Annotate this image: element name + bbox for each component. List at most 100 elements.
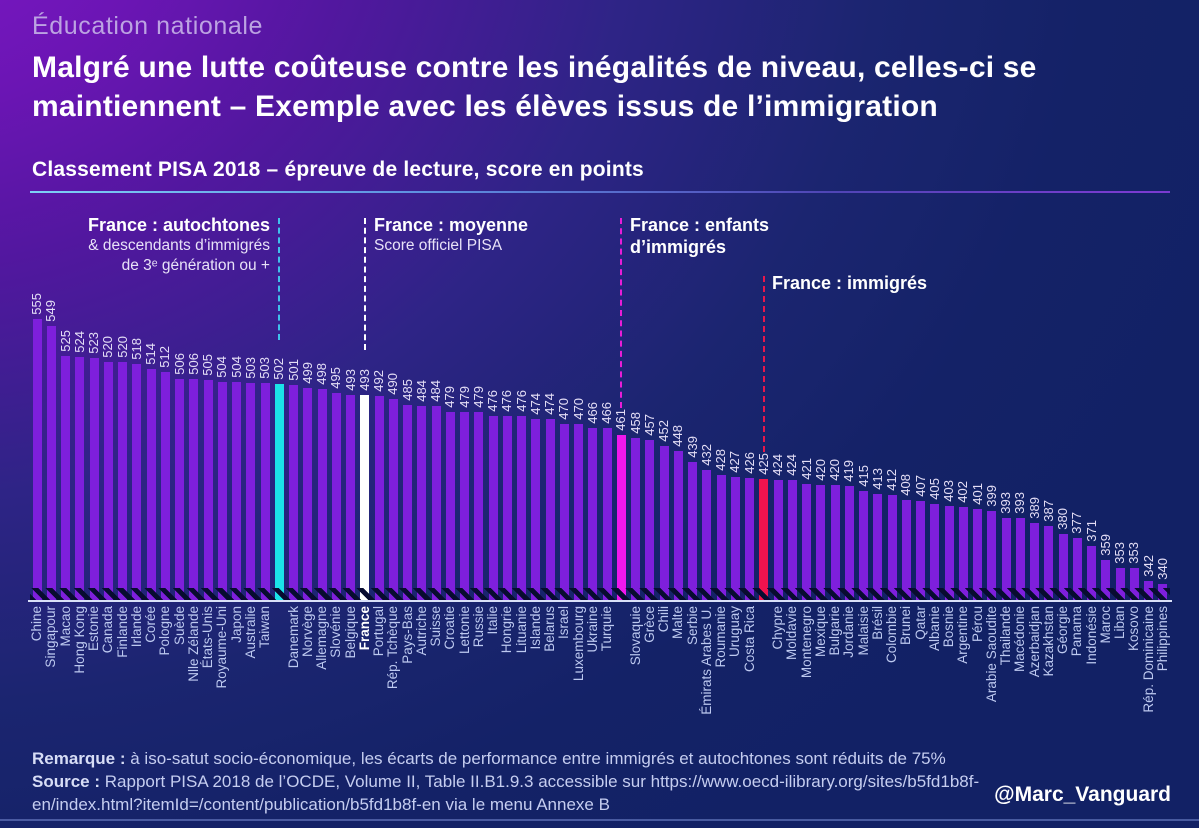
bar-Brunei	[901, 500, 911, 601]
bar-slot: 403	[941, 300, 956, 601]
x-label-slot: Panama	[1069, 606, 1084, 748]
bar-Malaisie	[859, 491, 869, 601]
bar-france-immigres	[759, 479, 769, 601]
x-label-slot: Hong Kong	[72, 606, 87, 748]
bar-value-label: 402	[955, 481, 971, 503]
bar-slot: 458	[628, 300, 643, 601]
bar-slot: 457	[642, 300, 657, 601]
bar-slot: 412	[884, 300, 899, 601]
bar-Macédonie	[1015, 518, 1025, 601]
bar-slot: 490	[385, 300, 400, 601]
x-label-slot: Irlande	[129, 606, 144, 748]
x-label-Hongrie: Hongrie	[499, 606, 515, 654]
bar-Belarus	[545, 419, 555, 601]
source-note-line2: en/index.html?itemId=/content/publicatio…	[32, 795, 610, 814]
bar-value-label: 512	[157, 346, 173, 368]
x-label-slot: Maroc	[1098, 606, 1113, 748]
bar-value-label: 424	[784, 454, 800, 476]
annotation-title: France : enfants	[630, 215, 770, 235]
x-label-Slovénie: Slovénie	[328, 606, 344, 658]
bar-slot: 380	[1055, 300, 1070, 601]
bar-Qatar	[916, 501, 926, 601]
bar-France	[360, 395, 370, 601]
x-label-slot: Brunei	[898, 606, 913, 748]
x-label-slot: Moldavie	[784, 606, 800, 748]
bar-Corée	[146, 369, 156, 601]
x-label-slot: Indonésie	[1084, 606, 1099, 748]
bar-slot: 512	[157, 300, 173, 601]
bar-Roumanie	[716, 475, 726, 601]
bar-slot: 415	[856, 300, 871, 601]
bottom-divider	[0, 819, 1199, 821]
bar-Israel	[559, 424, 569, 601]
bar-Moldavie	[787, 480, 797, 601]
bar-slot: 474	[528, 300, 543, 601]
bar-Mexique	[816, 485, 826, 601]
x-label-slot: Islande	[528, 606, 543, 748]
x-label-slot: Norvège	[300, 606, 315, 748]
bar-slot: 493	[357, 300, 372, 601]
bar-slot: 520	[100, 300, 115, 601]
x-label-slot: Costa Rica	[742, 606, 757, 748]
bar-Ukraine	[588, 428, 598, 601]
source-note-line1: Source : Rapport PISA 2018 de l’OCDE, Vo…	[32, 770, 1177, 793]
bar-value-label: 448	[670, 425, 686, 447]
bar-slot: 405	[927, 300, 942, 601]
x-label-Turquie: Turquie	[599, 606, 615, 652]
bar-Portugal	[374, 396, 384, 601]
bar-Suisse	[431, 406, 441, 601]
x-label-slot: Suède	[172, 606, 187, 748]
baseline-shadow-stripes	[30, 588, 1170, 601]
x-label-Argentine: Argentine	[955, 606, 971, 664]
bar-Islande	[531, 419, 541, 601]
bar-Rép. Tchèque	[388, 399, 398, 601]
bar-value-label: 495	[328, 367, 344, 389]
bar-Kosovo	[1129, 568, 1139, 601]
bar-value-label: 461	[613, 409, 629, 431]
bar-Lettonie	[460, 412, 470, 601]
bar-Indonésie	[1087, 546, 1097, 601]
bar-value-label: 549	[43, 300, 59, 322]
bar-slot: 476	[485, 300, 500, 601]
bar-Taiwan	[260, 383, 270, 601]
bar-slot: 523	[86, 300, 101, 601]
x-label-slot	[272, 606, 286, 748]
x-label-slot: Slovaquie	[628, 606, 643, 748]
x-label-Malte: Malte	[670, 606, 686, 640]
bar-Macao	[61, 356, 71, 601]
annotation-title: France : moyenne	[374, 215, 529, 235]
bar-Norvège	[303, 388, 313, 601]
x-label-slot: Montenegro	[799, 606, 814, 748]
bar-slot: 407	[913, 300, 928, 601]
x-label-slot: Brésil	[870, 606, 885, 748]
x-label-Rép. Tchèque: Rép. Tchèque	[385, 606, 401, 690]
x-label-slot: Malaisie	[856, 606, 871, 748]
bar-Singapour	[46, 326, 56, 601]
annotation-sub: & descendants d’immigrés	[88, 237, 270, 254]
bar-Panama	[1072, 538, 1082, 601]
bar-value-label: 476	[499, 390, 515, 412]
x-label-slot: Pérou	[970, 606, 985, 748]
bar-slot: 505	[200, 300, 215, 601]
bar-Azerbaidjan	[1030, 523, 1040, 601]
x-label-slot: Turquie	[599, 606, 615, 748]
x-label-Kosovo: Kosovo	[1126, 606, 1142, 652]
bar-Estonie	[89, 358, 99, 601]
bar-value-label: 479	[442, 386, 458, 408]
x-label-slot: Azerbaidjan	[1027, 606, 1042, 748]
remark-note: Remarque : à iso-satut socio-économique,…	[32, 747, 1177, 770]
bar-Pérou	[973, 509, 983, 601]
x-label-Canada: Canada	[100, 606, 116, 654]
bar-slot: 514	[143, 300, 158, 601]
x-label-Moldavie: Moldavie	[784, 606, 800, 661]
bar-Pologne	[160, 372, 170, 601]
x-label-slot: Danemark	[286, 606, 301, 748]
bar-États-Unis	[203, 380, 213, 601]
bar-Colombie	[887, 495, 897, 601]
bar-Luxembourg	[574, 424, 584, 601]
bar-slot: 432	[699, 300, 714, 601]
x-label-slot: Uruguay	[727, 606, 742, 748]
bar-slot: 476	[499, 300, 515, 601]
annotation-title: France : autochtones	[87, 215, 270, 235]
bar-Croatie	[445, 412, 455, 601]
